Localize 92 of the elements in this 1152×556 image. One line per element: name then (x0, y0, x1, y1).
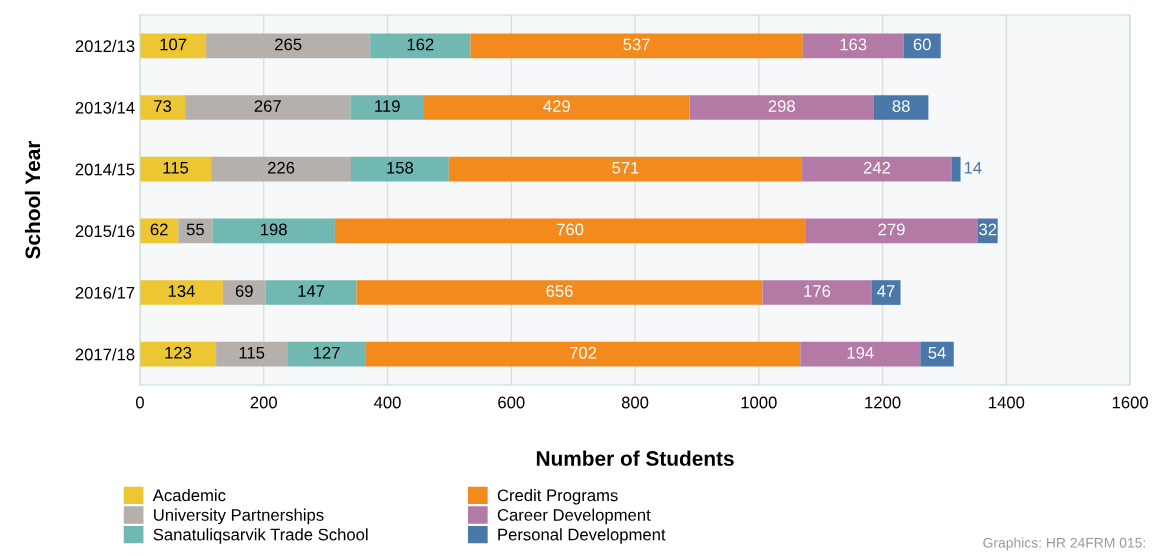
bar (873, 95, 929, 120)
bar (802, 156, 952, 182)
legend-label: Credit Programs (497, 488, 618, 505)
data-label: 60 (913, 38, 931, 51)
bar (448, 156, 803, 182)
data-label: 198 (261, 223, 287, 236)
y-axis-title: School Year (24, 140, 41, 259)
y-tick-label: 2015/16 (75, 224, 135, 238)
data-label: 194 (847, 346, 874, 359)
data-label: 158 (387, 161, 414, 174)
data-label: 127 (313, 346, 340, 359)
bar (216, 341, 288, 367)
bar (334, 218, 806, 244)
data-label: 107 (160, 38, 187, 51)
data-label: 62 (150, 223, 168, 236)
bar (350, 156, 449, 182)
data-label: 14 (964, 162, 982, 174)
bar (871, 280, 901, 305)
data-label: 298 (768, 100, 795, 112)
data-label: 69 (235, 285, 253, 297)
x-tick-label: 1400 (989, 396, 1025, 409)
bar (370, 33, 471, 59)
bar (139, 33, 207, 59)
data-label: 537 (623, 38, 650, 51)
x-tick-label: 0 (135, 396, 144, 409)
data-label: 147 (298, 285, 325, 297)
bar (470, 33, 803, 59)
x-tick-label: 200 (250, 396, 277, 409)
bar (424, 95, 690, 120)
x-tick-label: 400 (373, 396, 401, 409)
bar (920, 341, 954, 367)
y-tick-label: 2013/14 (75, 101, 135, 114)
bar (139, 280, 223, 305)
bar (185, 95, 351, 120)
bar (800, 341, 921, 367)
y-tick-label: 2014/15 (75, 163, 135, 176)
bar (211, 156, 351, 182)
data-label: 119 (375, 100, 400, 112)
data-label: 760 (557, 223, 584, 236)
legend-label: University Partnerships (154, 508, 324, 525)
data-label: 279 (878, 223, 905, 236)
bar (802, 33, 904, 59)
text: Graphics: HR 24FRM 015: (983, 537, 1145, 551)
x-tick-label: 800 (621, 396, 649, 409)
data-label: 429 (543, 100, 570, 112)
bar (222, 280, 266, 305)
bar (206, 33, 371, 59)
data-label: 267 (254, 100, 281, 112)
x-tick-label: 600 (498, 396, 525, 409)
x-tick-label: 1200 (865, 396, 901, 409)
data-label: 54 (928, 347, 946, 359)
bar (265, 280, 357, 305)
bar (350, 95, 425, 120)
x-tick-label: 1600 (1112, 396, 1148, 409)
data-label: 176 (804, 285, 831, 297)
legend-label: Sanatuliqsarvik Trade School (153, 528, 368, 544)
bar (805, 218, 978, 244)
y-tick-label: 2017/18 (75, 348, 135, 361)
bar (287, 341, 366, 367)
bar (212, 218, 335, 244)
bar (139, 95, 186, 120)
data-label: 47 (877, 285, 895, 297)
data-label: 73 (154, 100, 172, 112)
data-label: 123 (165, 346, 192, 359)
legend-label: Personal Development (498, 528, 666, 544)
bar (689, 95, 874, 120)
data-label: 571 (612, 162, 639, 174)
data-label: 702 (570, 346, 597, 359)
legend-label: Academic (152, 488, 226, 502)
data-label: 88 (892, 100, 910, 112)
data-label: 656 (546, 285, 573, 297)
y-tick-label: 2012/13 (75, 39, 135, 53)
data-label: 242 (863, 161, 891, 174)
x-axis-title: Number of Students (536, 450, 734, 466)
data-label: 226 (268, 161, 295, 174)
data-label: 115 (239, 347, 265, 359)
data-label: 55 (186, 223, 204, 236)
bar (951, 156, 961, 182)
data-label: 134 (168, 285, 195, 297)
bar (762, 280, 872, 305)
x-tick-label: 1000 (741, 396, 777, 409)
bar (139, 156, 212, 182)
legend-label: Career Development (497, 508, 651, 525)
data-label: 162 (407, 38, 434, 51)
bar (365, 341, 801, 367)
bar (356, 280, 763, 305)
data-label: 265 (275, 38, 302, 51)
y-tick-label: 2016/17 (75, 286, 135, 299)
data-label: 32 (979, 223, 997, 236)
data-label: 115 (163, 162, 189, 174)
bar (139, 341, 217, 367)
data-label: 163 (840, 38, 867, 51)
